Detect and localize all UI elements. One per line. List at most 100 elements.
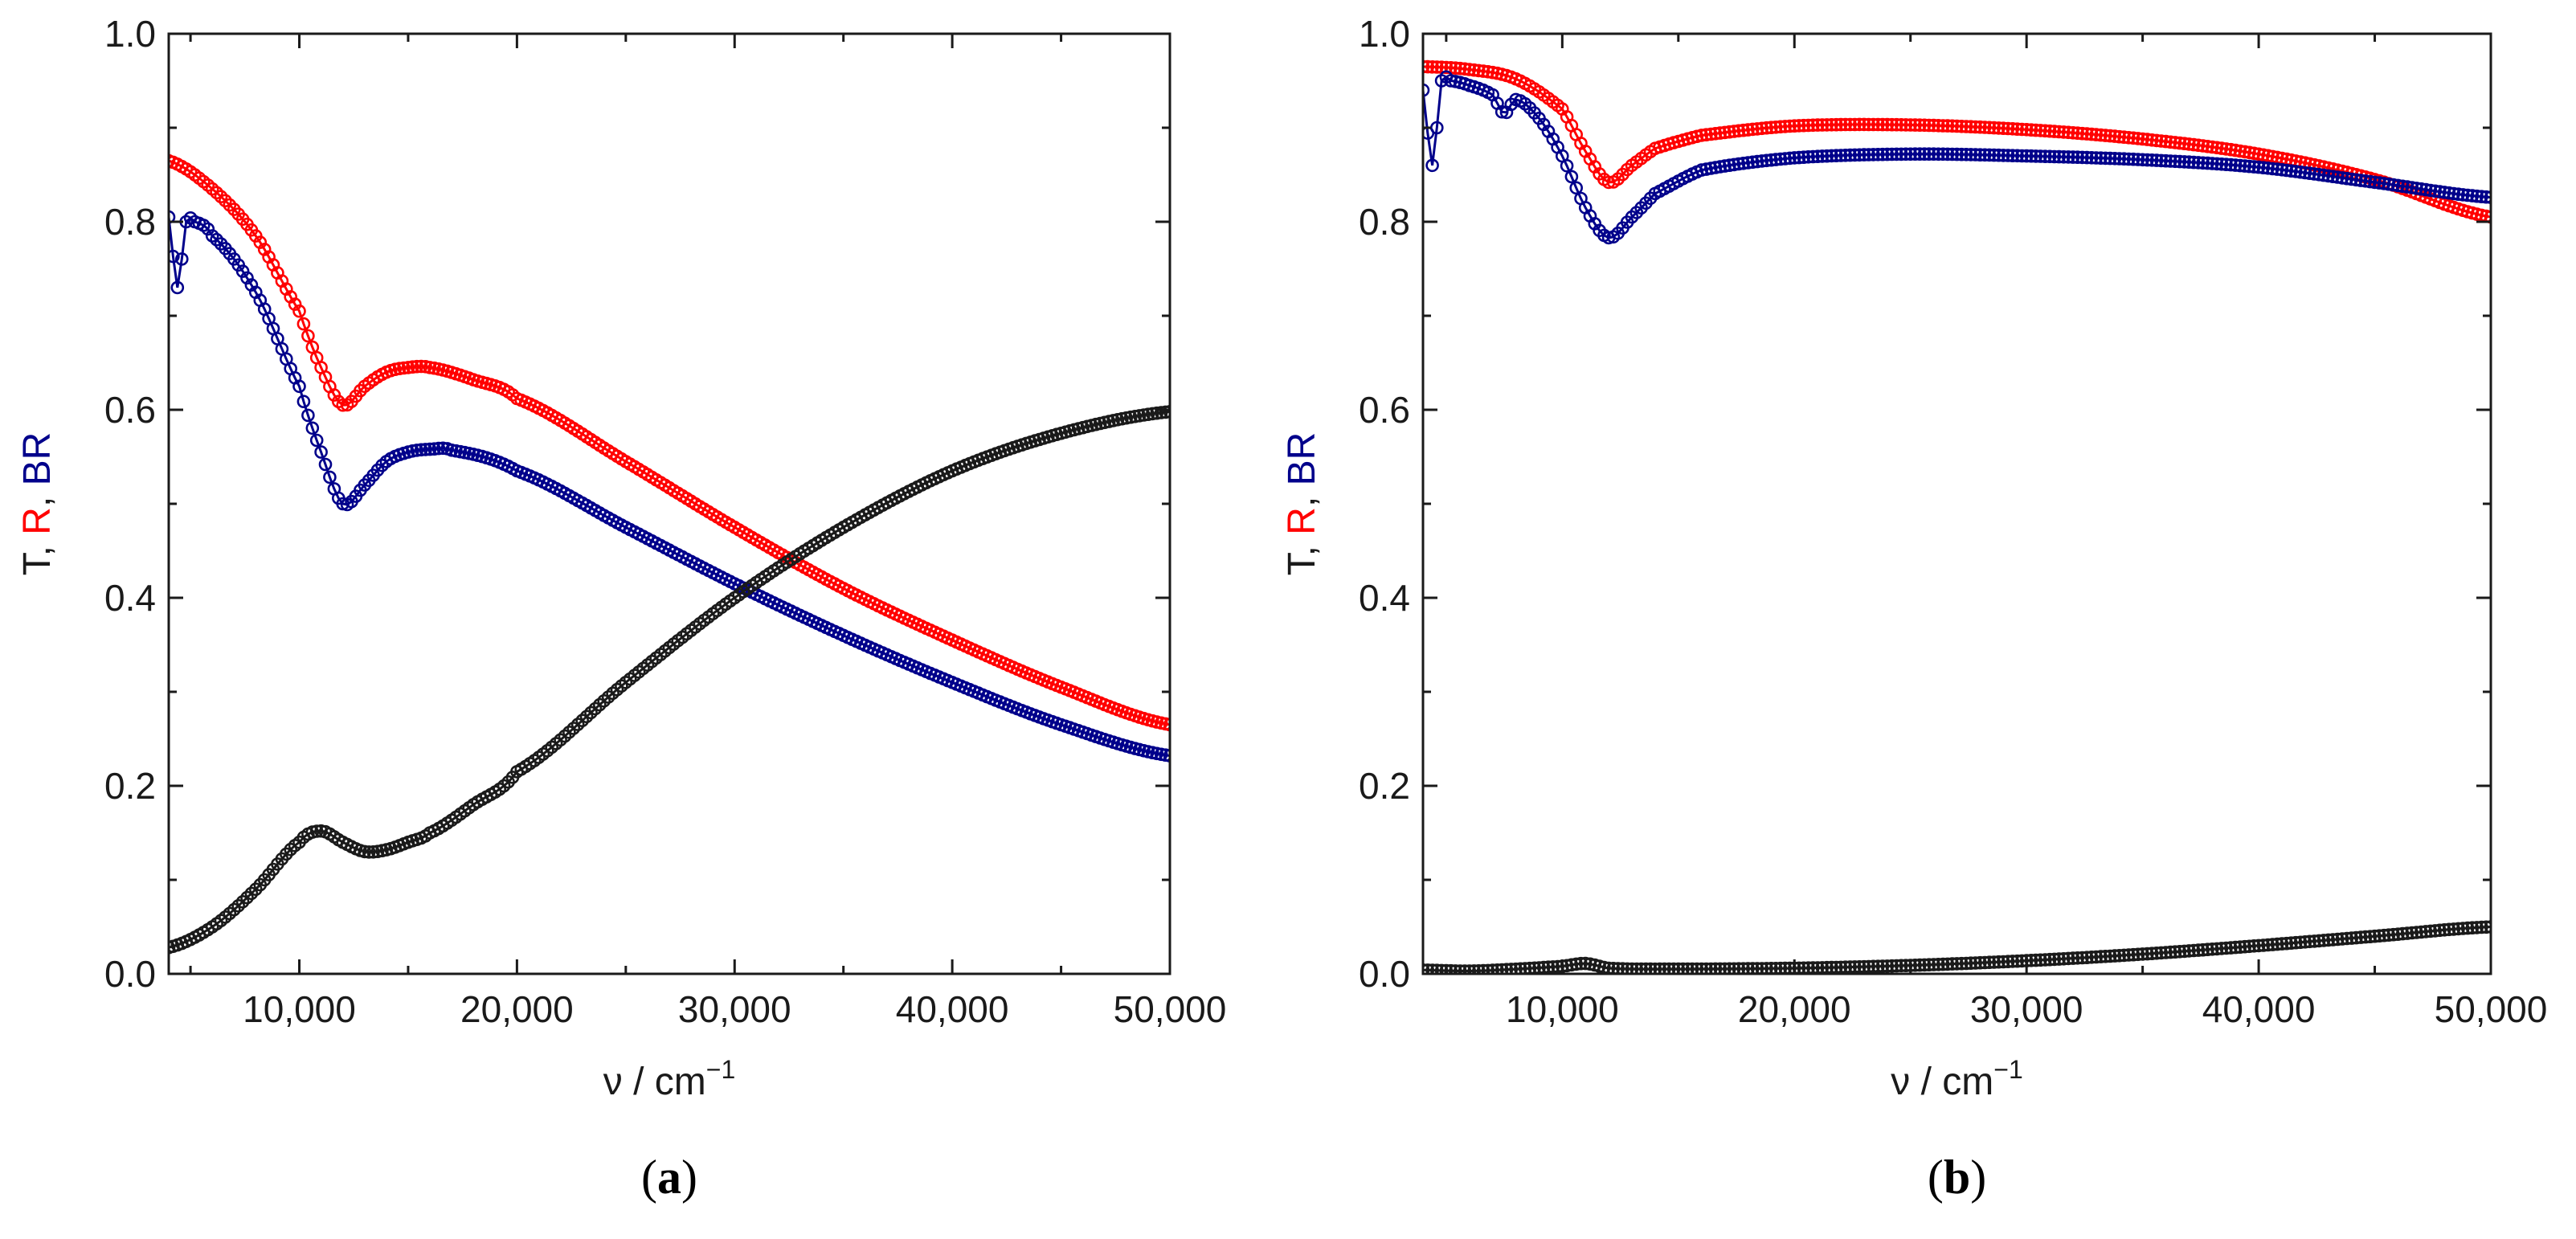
data-point (1653, 962, 1666, 974)
data-point (2057, 125, 2071, 139)
data-point (2377, 177, 2391, 190)
data-point (1950, 957, 1964, 971)
data-point (1695, 129, 1708, 142)
data-point (2173, 945, 2187, 959)
data-point (2316, 934, 2331, 947)
data-point (2280, 936, 2294, 951)
data-point (1685, 962, 1699, 974)
data-point (2108, 129, 2122, 143)
data-point (2122, 948, 2136, 962)
data-point (2214, 942, 2229, 955)
data-point (2136, 132, 2149, 146)
data-point (2117, 130, 2131, 144)
data-point (1982, 121, 1997, 135)
data-point (2326, 170, 2340, 183)
data-point (1940, 147, 1955, 162)
data-point (169, 249, 180, 264)
series-BR (1423, 70, 2491, 245)
data-point (2112, 949, 2126, 963)
data-point (2010, 954, 2024, 968)
data-point (2363, 174, 2378, 189)
data-point (309, 824, 324, 838)
data-point (1871, 959, 1885, 973)
data-point (2112, 129, 2126, 144)
data-point (1546, 960, 1560, 974)
data-point (1894, 147, 1908, 162)
data-point (2261, 162, 2275, 175)
data-point (2164, 135, 2177, 149)
data-point (2052, 149, 2066, 164)
data-point (414, 359, 428, 374)
data-point (1150, 406, 1163, 420)
y-tick-label: 1.0 (1359, 13, 1410, 55)
data-point (2238, 159, 2252, 173)
data-point (1723, 962, 1736, 974)
data-point (2159, 153, 2173, 168)
data-point (1890, 117, 1903, 132)
data-point (2034, 149, 2047, 163)
data-point (1857, 959, 1871, 974)
data-point (2419, 925, 2433, 938)
data-point (1620, 962, 1634, 974)
data-point (2145, 947, 2159, 960)
data-point (2261, 938, 2275, 952)
data-point (1662, 962, 1676, 974)
data-point (1648, 962, 1662, 974)
data-point (240, 271, 254, 285)
data-point (362, 845, 376, 859)
data-point (2024, 123, 2038, 137)
data-point (1867, 117, 1880, 132)
data-point (2340, 171, 2354, 186)
data-point (1875, 117, 1890, 132)
data-point (2331, 170, 2345, 184)
data-point (296, 317, 311, 331)
data-point (1423, 963, 1435, 974)
data-point (1815, 149, 1830, 163)
data-point (1964, 956, 1978, 970)
data-point (1885, 959, 1899, 973)
data-point (2061, 150, 2075, 164)
data-point (2373, 929, 2386, 943)
data-point (1903, 118, 1917, 132)
data-point (2066, 951, 2080, 965)
data-point (1625, 962, 1639, 974)
data-point (2382, 177, 2396, 191)
data-point (1783, 119, 1797, 133)
series-R (1423, 59, 2491, 224)
data-point (2410, 926, 2423, 939)
data-point (1518, 962, 1532, 974)
data-point (2400, 926, 2414, 940)
data-point (2243, 159, 2256, 174)
data-point (2247, 939, 2261, 953)
data-point (1825, 149, 1838, 163)
data-point (2214, 157, 2229, 171)
data-point (366, 845, 380, 859)
data-point (2442, 922, 2456, 937)
data-point (1704, 127, 1718, 141)
data-point (2340, 931, 2354, 946)
data-point (1732, 124, 1746, 138)
data-point (2126, 152, 2141, 166)
data-point (2210, 141, 2224, 155)
data-point (2089, 128, 2104, 141)
data-point (1634, 962, 1648, 974)
data-point (1425, 60, 1439, 74)
data-point (2400, 180, 2414, 194)
data-point (1760, 121, 1773, 135)
data-point (1423, 59, 1435, 74)
data-point (201, 222, 215, 236)
data-point (2103, 151, 2117, 166)
series-BR (169, 210, 1170, 763)
data-point (2247, 160, 2261, 174)
data-point (419, 443, 432, 456)
data-point (1987, 121, 2001, 135)
data-point (1871, 117, 1885, 132)
data-point (2061, 951, 2075, 966)
data-point (1834, 117, 1848, 132)
data-point (1163, 405, 1170, 419)
data-point (1681, 962, 1695, 974)
data-point (1792, 150, 1806, 165)
data-point (2465, 189, 2480, 202)
data-point (2284, 164, 2298, 178)
data-point (1913, 147, 1927, 161)
